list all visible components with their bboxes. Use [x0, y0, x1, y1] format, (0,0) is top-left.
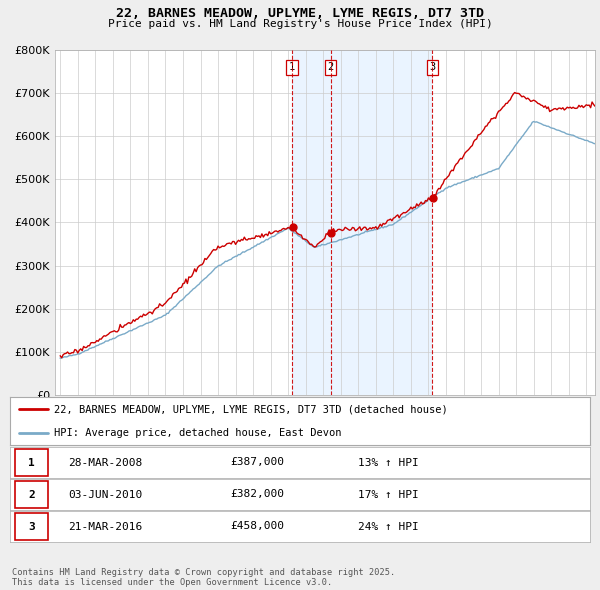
- Text: £387,000: £387,000: [230, 457, 284, 467]
- Text: £458,000: £458,000: [230, 522, 284, 532]
- Text: 21-MAR-2016: 21-MAR-2016: [68, 522, 142, 532]
- Text: £382,000: £382,000: [230, 490, 284, 500]
- Text: Contains HM Land Registry data © Crown copyright and database right 2025.
This d: Contains HM Land Registry data © Crown c…: [12, 568, 395, 587]
- Text: 13% ↑ HPI: 13% ↑ HPI: [358, 457, 419, 467]
- Text: 2: 2: [28, 490, 35, 500]
- Text: 22, BARNES MEADOW, UPLYME, LYME REGIS, DT7 3TD: 22, BARNES MEADOW, UPLYME, LYME REGIS, D…: [116, 7, 484, 20]
- Text: 3: 3: [28, 522, 35, 532]
- Bar: [292, 50, 331, 395]
- Text: 1: 1: [289, 63, 295, 72]
- Text: 17% ↑ HPI: 17% ↑ HPI: [358, 490, 419, 500]
- FancyBboxPatch shape: [14, 450, 48, 476]
- Text: 2: 2: [328, 63, 334, 72]
- Bar: [331, 50, 432, 395]
- Text: 3: 3: [429, 63, 436, 72]
- Text: Price paid vs. HM Land Registry's House Price Index (HPI): Price paid vs. HM Land Registry's House …: [107, 19, 493, 29]
- FancyBboxPatch shape: [14, 513, 48, 539]
- Text: 24% ↑ HPI: 24% ↑ HPI: [358, 522, 419, 532]
- Text: 28-MAR-2008: 28-MAR-2008: [68, 457, 142, 467]
- Text: 03-JUN-2010: 03-JUN-2010: [68, 490, 142, 500]
- Text: 1: 1: [28, 457, 35, 467]
- FancyBboxPatch shape: [14, 481, 48, 507]
- Text: HPI: Average price, detached house, East Devon: HPI: Average price, detached house, East…: [53, 428, 341, 438]
- Text: 22, BARNES MEADOW, UPLYME, LYME REGIS, DT7 3TD (detached house): 22, BARNES MEADOW, UPLYME, LYME REGIS, D…: [53, 404, 447, 414]
